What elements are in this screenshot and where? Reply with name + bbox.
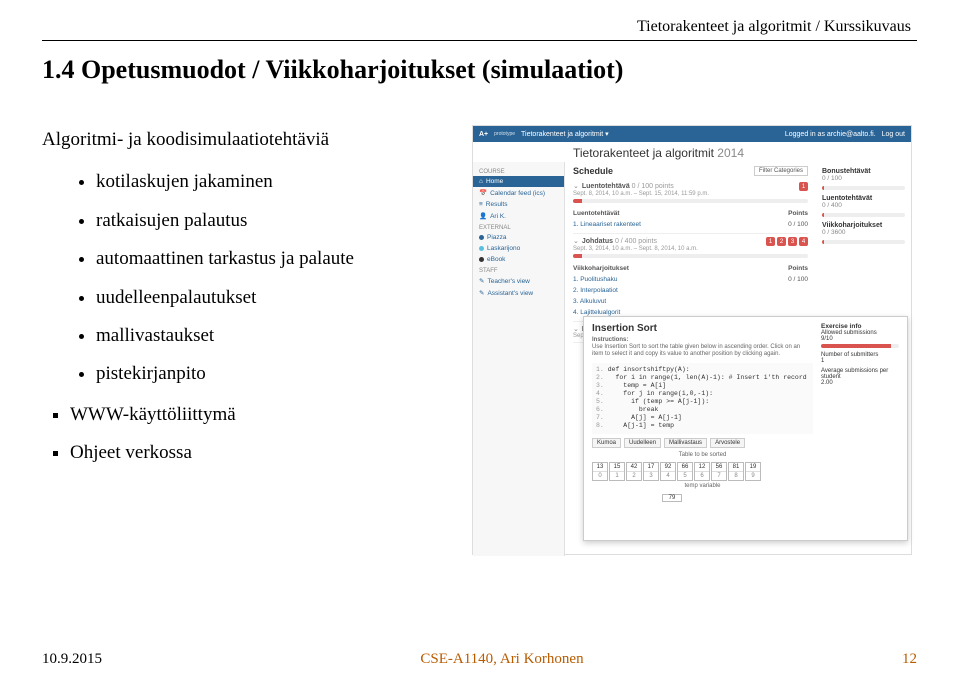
dot-icon <box>479 235 484 240</box>
status-badge: 4 <box>799 237 808 246</box>
list-item: WWW-käyttöliittymä <box>70 400 442 430</box>
redo-button[interactable]: Uudelleen <box>624 438 661 448</box>
table-row[interactable]: 3. Alkuluvut <box>573 296 808 307</box>
panel-value: 0 / 3600 <box>822 229 905 236</box>
list-item: Ohjeet verkossa <box>70 438 442 468</box>
status-badge: 1 <box>799 182 808 191</box>
array-cell[interactable]: 567 <box>711 462 727 481</box>
panel-heading: Luentotehtävät <box>822 195 905 202</box>
array-cell[interactable]: 126 <box>694 462 710 481</box>
array-cell[interactable]: 199 <box>745 462 761 481</box>
dot-icon <box>479 246 484 251</box>
button-row: Kumoa Uudelleen Mallivastaus Arvostele <box>592 438 813 448</box>
page-title: 1.4 Opetusmuodot / Viikkoharjoitukset (s… <box>42 55 917 85</box>
embedded-screenshot: A+ prototype Tietorakenteet ja algoritmi… <box>472 125 912 555</box>
chevron-down-icon[interactable]: ⌄ <box>573 326 579 333</box>
footer-course: CSE-A1140, Ari Korhonen <box>420 651 583 668</box>
exercise-overlay: Insertion Sort Instructions:Use Insertio… <box>583 316 908 541</box>
chevron-down-icon[interactable]: ⌄ <box>573 183 579 190</box>
ss-topbar: A+ prototype Tietorakenteet ja algoritmi… <box>473 126 911 142</box>
sidebar-item-user[interactable]: 👤Ari K. <box>473 210 564 222</box>
pencil-icon: ✎ <box>479 277 484 285</box>
status-badge: 1 <box>766 237 775 246</box>
panel-value: 0 / 100 <box>822 175 905 182</box>
sort-array[interactable]: 130151422173924665126567818199 <box>592 462 813 481</box>
sidebar-item-assistant[interactable]: ✎Assistant's view <box>473 287 564 299</box>
table-row[interactable]: 1. Lineaariset rakenteet0 / 100 <box>573 219 808 230</box>
list-item: mallivastaukset <box>96 321 442 351</box>
table-row[interactable]: 2. Interpolaatiot <box>573 285 808 296</box>
lead-text: Algoritmi- ja koodisimulaatiotehtäviä <box>42 125 442 155</box>
sidebar-item-home[interactable]: ⌂Home <box>473 176 564 187</box>
sidebar-item-piazza[interactable]: Piazza <box>473 232 564 243</box>
login-status: Logged in as archie@aalto.fi. <box>785 131 876 138</box>
sidebar-item-teacher[interactable]: ✎Teacher's view <box>473 275 564 287</box>
chevron-down-icon[interactable]: ⌄ <box>573 238 579 245</box>
exercise-title: Insertion Sort <box>592 323 813 334</box>
dot-icon <box>479 257 484 262</box>
list-item: automaattinen tarkastus ja palaute <box>96 244 442 274</box>
footer-date: 10.9.2015 <box>42 651 102 668</box>
schedule-block: ⌄Luentotehtävä 0 / 100 points 1 Sept. 8,… <box>573 179 808 234</box>
results-icon: ≡ <box>479 201 483 208</box>
brand-sub: prototype <box>494 131 515 137</box>
sidebar-section: STAFF <box>473 265 564 275</box>
sort-table-label: Table to be sorted <box>592 452 813 458</box>
home-icon: ⌂ <box>479 178 483 185</box>
bullet-list-level1: kotilaskujen jakaminen ratkaisujen palau… <box>42 167 442 389</box>
sidebar-section: EXTERNAL <box>473 222 564 232</box>
sidebar-item-results[interactable]: ≡Results <box>473 199 564 210</box>
bullet-list-level0: WWW-käyttöliittymä Ohjeet verkossa <box>42 400 442 469</box>
list-item: ratkaisujen palautus <box>96 206 442 236</box>
temp-label: temp variable <box>592 483 813 489</box>
list-item: kotilaskujen jakaminen <box>96 167 442 197</box>
panel-heading: Bonustehtävät <box>822 168 905 175</box>
sidebar-item-ebook[interactable]: eBook <box>473 254 564 265</box>
calendar-icon: 📅 <box>479 189 487 197</box>
status-badge: 3 <box>788 237 797 246</box>
logout-link[interactable]: Log out <box>882 131 905 138</box>
undo-button[interactable]: Kumoa <box>592 438 621 448</box>
array-cell[interactable]: 151 <box>609 462 625 481</box>
array-cell[interactable]: 924 <box>660 462 676 481</box>
model-answer-button[interactable]: Mallivastaus <box>664 438 707 448</box>
temp-box[interactable]: 79 <box>662 494 682 502</box>
schedule-heading: Schedule <box>573 166 613 176</box>
ss-page-title: Tietorakenteet ja algoritmit 2014 <box>473 142 911 162</box>
array-cell[interactable]: 130 <box>592 462 608 481</box>
status-badge: 2 <box>777 237 786 246</box>
pencil-icon: ✎ <box>479 289 484 297</box>
course-dropdown[interactable]: Tietorakenteet ja algoritmit ▾ <box>521 130 609 138</box>
slide-footer: 10.9.2015 CSE-A1140, Ari Korhonen 12 <box>42 651 917 668</box>
exercise-info-panel: Exercise info Allowed submissions 9/10 N… <box>821 323 899 502</box>
user-icon: 👤 <box>479 212 487 220</box>
grade-button[interactable]: Arvostele <box>710 438 745 448</box>
footer-page-number: 12 <box>902 651 917 668</box>
list-item: pistekirjanpito <box>96 359 442 389</box>
schedule-block: ⌄Johdatus 0 / 400 points 1 2 3 4 Sept. 3… <box>573 234 808 322</box>
header-rule <box>42 40 917 41</box>
ss-sidebar: COURSE ⌂Home 📅Calendar feed (ics) ≡Resul… <box>473 162 565 556</box>
table-row[interactable]: 1. Puolitushaku0 / 100 <box>573 274 808 285</box>
filter-button[interactable]: Filter Categories <box>754 166 808 176</box>
sidebar-item-calendar[interactable]: 📅Calendar feed (ics) <box>473 187 564 199</box>
brand-logo: A+ <box>479 131 488 138</box>
slide-body: Algoritmi- ja koodisimulaatiotehtäviä ko… <box>42 125 442 555</box>
panel-value: 0 / 400 <box>822 202 905 209</box>
array-cell[interactable]: 173 <box>643 462 659 481</box>
array-cell[interactable]: 665 <box>677 462 693 481</box>
sidebar-section: COURSE <box>473 166 564 176</box>
list-item: uudelleenpalautukset <box>96 283 442 313</box>
array-cell[interactable]: 818 <box>728 462 744 481</box>
panel-heading: Viikkoharjoitukset <box>822 222 905 229</box>
breadcrumb: Tietorakenteet ja algoritmit / Kurssikuv… <box>42 18 917 36</box>
sidebar-item-laskarijono[interactable]: Laskarijono <box>473 243 564 254</box>
array-cell[interactable]: 422 <box>626 462 642 481</box>
code-block: 1. def insortshiftpy(A): 2. for i in ran… <box>592 363 813 434</box>
